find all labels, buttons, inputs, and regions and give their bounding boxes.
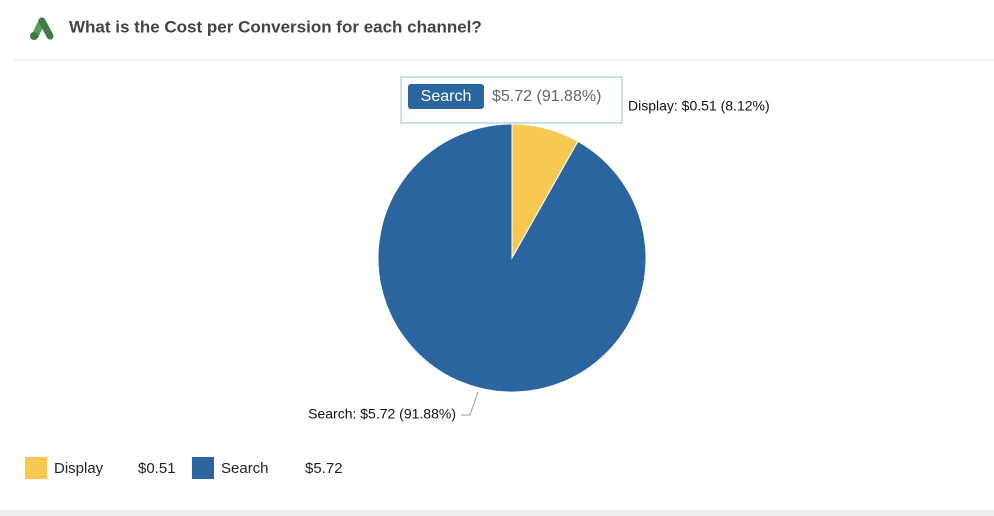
tooltip: Search $5.72 (91.88%) — [400, 76, 623, 124]
legend-label: Search — [221, 460, 269, 477]
legend-label: Display — [54, 460, 104, 477]
legend-value: $0.51 — [138, 460, 176, 477]
pie-slice — [377, 123, 647, 393]
tooltip-badge — [408, 84, 484, 109]
tooltip-label: Search — [421, 88, 472, 105]
data-label: Display: $0.51 (8.12%) — [628, 98, 770, 114]
chart-title: What is the Cost per Conversion for each… — [69, 17, 482, 36]
logo — [30, 17, 54, 40]
logo-right — [38, 17, 54, 40]
tooltip-value: $5.72 (91.88%) — [492, 88, 601, 105]
label-connector — [461, 391, 479, 416]
legend-value: $5.72 — [305, 460, 343, 477]
pie — [377, 123, 647, 393]
data-labels: Display: $0.51 (8.12%) Search: $5.72 (91.… — [308, 98, 770, 422]
logo-dot — [30, 32, 38, 40]
legend-swatch — [25, 457, 47, 479]
legend-swatch — [192, 457, 214, 479]
legend: Display $0.51 Search $5.72 — [25, 457, 343, 479]
data-label: Search: $5.72 (91.88%) — [308, 406, 456, 422]
